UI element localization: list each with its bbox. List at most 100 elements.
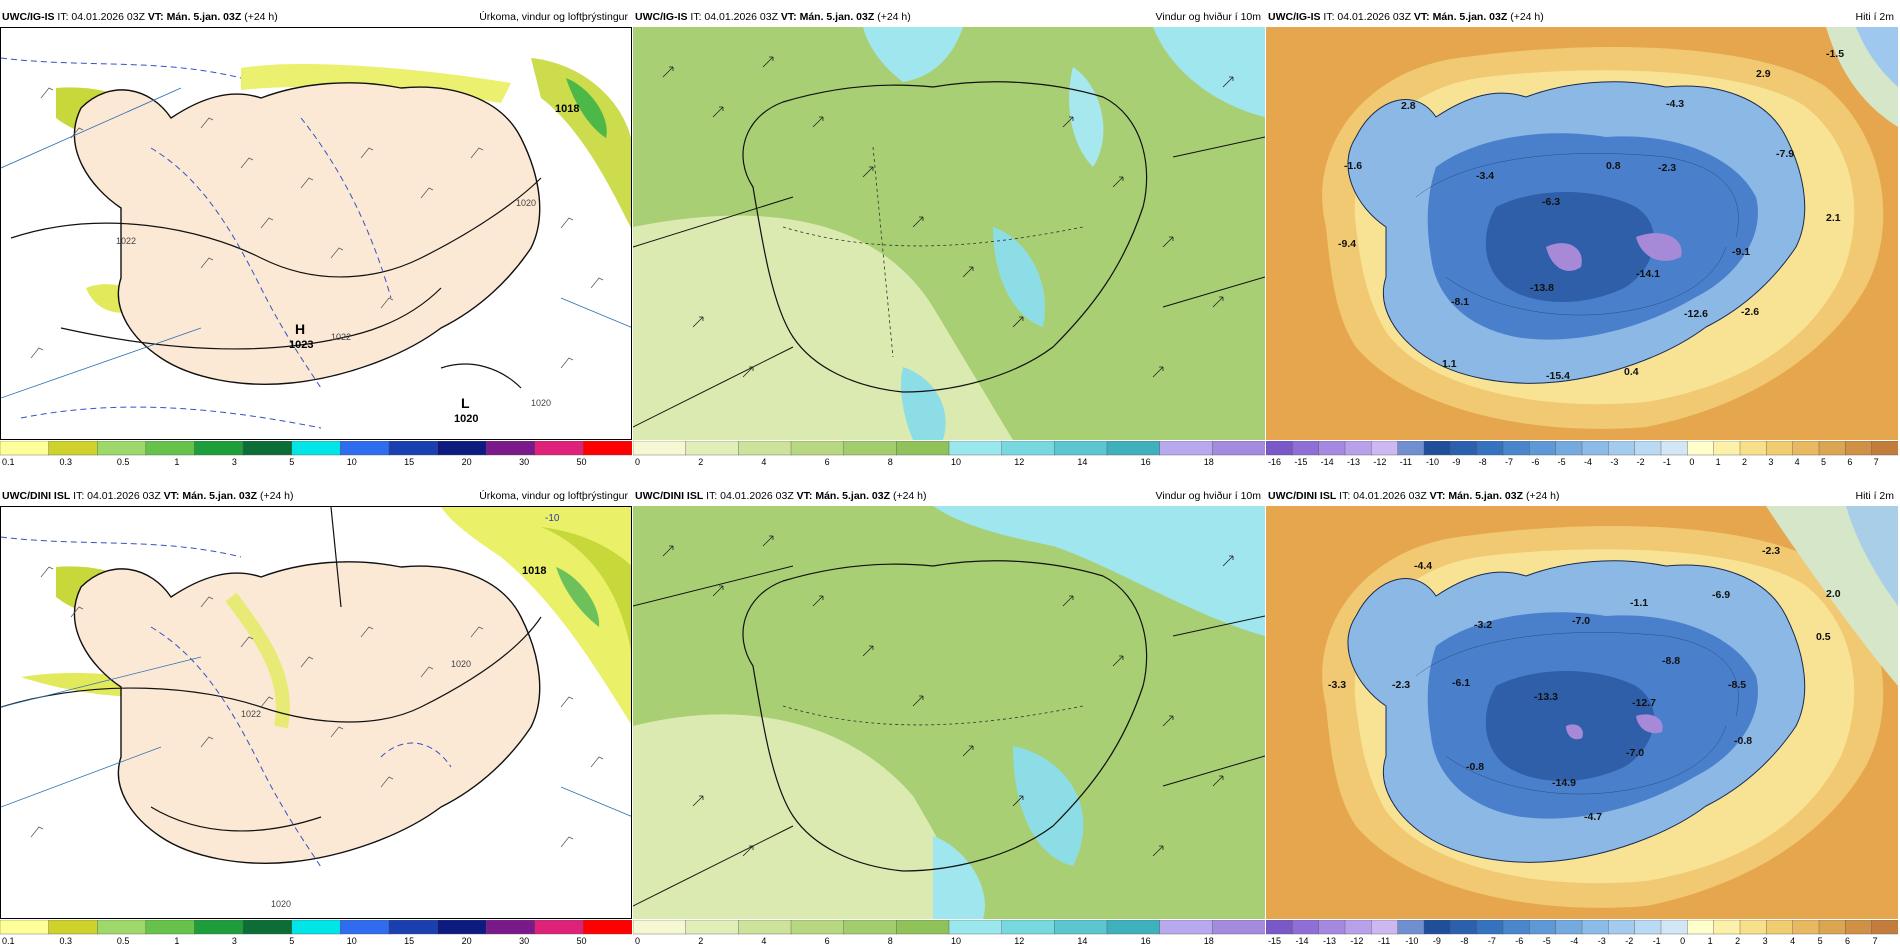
wind-colorbar: 0 2 4 6 8 10 12 14 16 18 [633,441,1265,467]
colorbar-swatch [1423,920,1452,935]
lead-time: (+24 h) [892,490,927,502]
colorbar-tick-label: 10 [951,936,961,946]
colorbar-tick-label: 3 [1763,936,1768,946]
wind-arrows [662,535,1234,857]
colorbar-swatch [1212,441,1265,456]
colorbar-swatch [896,441,950,456]
colorbar-tick-label: 0.3 [59,936,72,946]
colorbar-swatch [145,441,196,456]
colorbar-swatch [1159,441,1214,456]
precip-map: 1018 1020 1022 1020 -10 [0,506,632,919]
panel-title: Vindur og hviður í 10m [1155,490,1261,502]
panel-title: Hiti í 2m [1855,490,1894,502]
colorbar-swatch [388,920,439,935]
colorbar-swatch [145,920,196,935]
colorbar-tick-label: 2 [698,457,703,467]
colorbar-swatch [1266,441,1294,456]
colorbar-tick-label: 2 [1742,457,1747,467]
colorbar-tick-label: 4 [1790,936,1795,946]
colorbar-swatch [1397,441,1425,456]
colorbar-swatch [843,920,898,935]
colorbar-tick-label: 50 [577,457,587,467]
isobar-label: 1022 [241,709,261,719]
colorbar-tick-label: 1 [174,936,179,946]
temp-value: -1.5 [1826,48,1844,60]
colorbar-tick-label: 0 [635,936,640,946]
colorbar-tick-label: -7 [1505,457,1513,467]
colorbar-swatch [948,920,1003,935]
colorbar-tick-label: 1 [1716,457,1721,467]
colorbar-tick-label: 10 [347,457,357,467]
temp-value: -13.8 [1530,282,1554,294]
wind-map-svg [633,506,1265,919]
colorbar-swatch [1106,441,1161,456]
colorbar-tick-label: -11 [1400,457,1412,467]
isobar-label: 1020 [451,659,471,669]
colorbar-tick-label: 16 [1141,936,1151,946]
colorbar-tick-label: 14 [1077,457,1087,467]
colorbar-swatch [437,920,487,935]
colorbar-tick-label: -8 [1460,936,1468,946]
temp-value: -15.4 [1546,370,1570,382]
temp-value: 2.8 [1401,100,1416,112]
temp-value: -7.9 [1776,148,1794,160]
colorbar-tick-label: -7 [1488,936,1496,946]
colorbar-tick-label: -13 [1347,457,1360,467]
colorbar-tick-label: 4 [761,457,766,467]
temp-value: 1.1 [1442,358,1457,370]
colorbar-swatch [1871,441,1898,456]
colorbar-tick-label: 2 [1735,936,1740,946]
pressure-label: 1018 [555,103,579,115]
temp-value: -3.4 [1476,170,1494,182]
colorbar-swatch [1818,441,1847,456]
colorbar-tick-label: -3 [1598,936,1606,946]
colorbar-tick-label: 6 [825,457,830,467]
colorbar-tick-label: 2 [698,936,703,946]
lead-time: (+24 h) [1525,490,1560,502]
temp-contours [1415,632,1739,795]
temp-value: -12.7 [1632,697,1656,709]
wind-map-svg [633,27,1265,440]
precip-map-svg: 1018 1020 1022 1020 -10 [1,507,631,918]
colorbar-tick-label: -1 [1663,457,1671,467]
temp-value: -8.1 [1451,296,1469,308]
colorbar-tick-label: -1 [1653,936,1661,946]
init-time: IT: 04.01.2026 03Z [73,490,161,502]
colorbar-tick-label: 0.3 [59,457,72,467]
model-name: UWC/IG-IS [2,11,55,23]
colorbar-swatch [843,441,898,456]
temp-colorbar: -16 -15 -14 -13 -12 -11 -10 -9 -8 -7 -6 -5 -4 -3 -2 -1 0… [1266,441,1898,467]
colorbar-swatch [1054,441,1108,456]
temp-value: -13.3 [1534,691,1558,703]
colorbar-swatch [1423,441,1452,456]
lead-time: (+24 h) [259,490,294,502]
colorbar-swatch [1529,441,1557,456]
wind-barbs [30,87,604,369]
colorbar-tick-label: 12 [1014,936,1024,946]
colorbar-tick-label: -4 [1584,457,1592,467]
colorbar-swatch [97,441,147,456]
colorbar-swatch [633,920,687,935]
iceland-land [73,561,541,864]
colorbar-tick-label: -12 [1350,936,1363,946]
colorbar-tick-label: 20 [462,457,472,467]
colorbar-swatch [1871,920,1898,935]
colorbar-swatch [388,441,439,456]
temp-value: -2.3 [1658,162,1676,174]
colorbar-swatch [1344,441,1373,456]
colorbar-tick-label: 30 [519,936,529,946]
lead-time: (+24 h) [244,11,278,23]
colorbar-swatch [1766,920,1794,935]
colorbar-swatch [1634,920,1662,935]
colorbar-tick-label: 12 [1014,457,1024,467]
colorbar-tick-label: 5 [289,457,294,467]
isobar-label: 1020 [271,899,291,909]
colorbar-swatch [1660,920,1689,935]
temp-value: 2.0 [1826,588,1841,600]
init-time: IT: 04.01.2026 03Z [690,11,778,23]
temp-map-svg: -1.5 2.9 2.8 -4.3 -1.6 -3.4 0.8 -2.3 -7.… [1266,27,1898,440]
temp-value: -4.3 [1666,98,1684,110]
precip-map: H 1023 L 1020 1018 1022 1020 1022 1020 [0,27,632,440]
isobar-label: 1022 [116,236,136,246]
temp-value: -4.7 [1584,811,1602,823]
